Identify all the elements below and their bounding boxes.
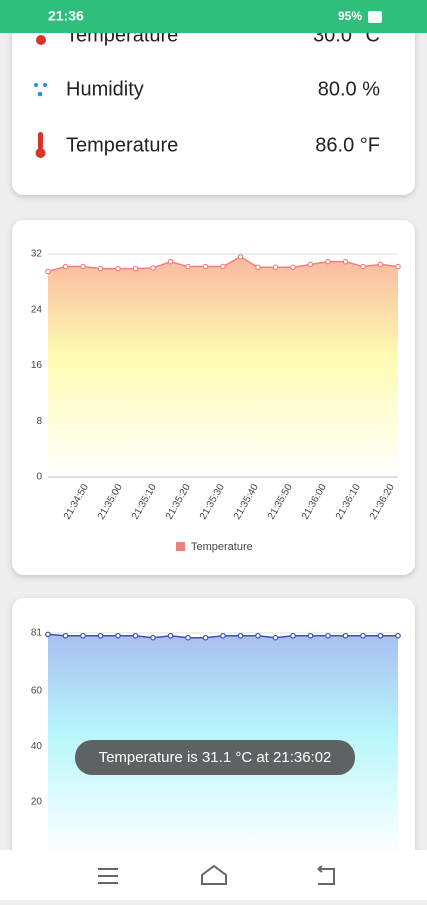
toast-text: Temperature is 31.1 °C at 21:36:02	[99, 749, 332, 766]
point	[97, 632, 104, 639]
point	[220, 263, 226, 270]
y-tick-label: 0	[36, 472, 42, 483]
point	[290, 264, 296, 271]
back-button[interactable]	[317, 865, 335, 885]
point	[325, 632, 331, 639]
point	[97, 265, 104, 272]
point	[307, 261, 314, 268]
point	[132, 632, 139, 639]
point	[237, 632, 244, 639]
point	[115, 265, 121, 272]
point	[80, 632, 86, 639]
point	[167, 632, 174, 639]
point	[80, 263, 86, 270]
point	[45, 631, 51, 638]
point	[342, 258, 349, 265]
point	[45, 268, 51, 275]
point	[115, 632, 121, 639]
area	[48, 256, 398, 477]
point	[360, 263, 366, 270]
reading-label: Temperature	[66, 134, 178, 156]
point	[255, 632, 261, 639]
point	[185, 263, 191, 270]
y-tick-label: 60	[31, 686, 43, 697]
y-tick-label: 20	[31, 796, 43, 807]
reading-value: 86.0 °F	[315, 134, 380, 156]
point	[167, 258, 174, 265]
status-bar	[0, 0, 427, 33]
point	[220, 632, 226, 639]
y-tick-label: 16	[31, 360, 43, 371]
point	[272, 634, 279, 641]
thermometer-icon	[36, 35, 46, 45]
point	[272, 264, 279, 271]
point	[377, 261, 384, 268]
point	[62, 263, 69, 270]
point	[237, 253, 244, 260]
home-button[interactable]	[201, 864, 227, 885]
battery-icon	[368, 11, 382, 23]
y-tick-label: 40	[31, 741, 43, 752]
point	[290, 632, 296, 639]
menu-button[interactable]	[98, 868, 118, 884]
point	[342, 632, 349, 639]
y-tick-label: 24	[31, 304, 43, 315]
point	[395, 263, 401, 270]
y-tick-label: 8	[36, 416, 42, 427]
point	[202, 263, 209, 270]
point	[150, 265, 156, 271]
point	[132, 265, 139, 272]
point	[202, 634, 209, 641]
reading-value: 80.0 %	[318, 78, 380, 100]
point	[395, 632, 401, 639]
point	[377, 632, 384, 639]
point	[325, 258, 331, 265]
status-battery: 95%	[338, 9, 362, 23]
point	[185, 634, 191, 641]
humidity-icon	[34, 83, 47, 97]
point	[360, 632, 366, 639]
thermometer-icon	[35, 132, 46, 158]
legend-label: Temperature	[191, 541, 253, 553]
readings-card	[12, 0, 415, 195]
toast	[75, 740, 355, 775]
y-tick-label: 32	[31, 249, 43, 260]
point	[62, 632, 69, 639]
y-tick-label: 81	[31, 628, 43, 639]
point	[255, 264, 261, 271]
point	[307, 632, 314, 639]
legend-swatch	[176, 542, 185, 551]
nav-bar	[0, 850, 427, 900]
point	[150, 634, 156, 641]
reading-label: Humidity	[66, 78, 144, 100]
status-time: 21:36	[48, 8, 84, 24]
